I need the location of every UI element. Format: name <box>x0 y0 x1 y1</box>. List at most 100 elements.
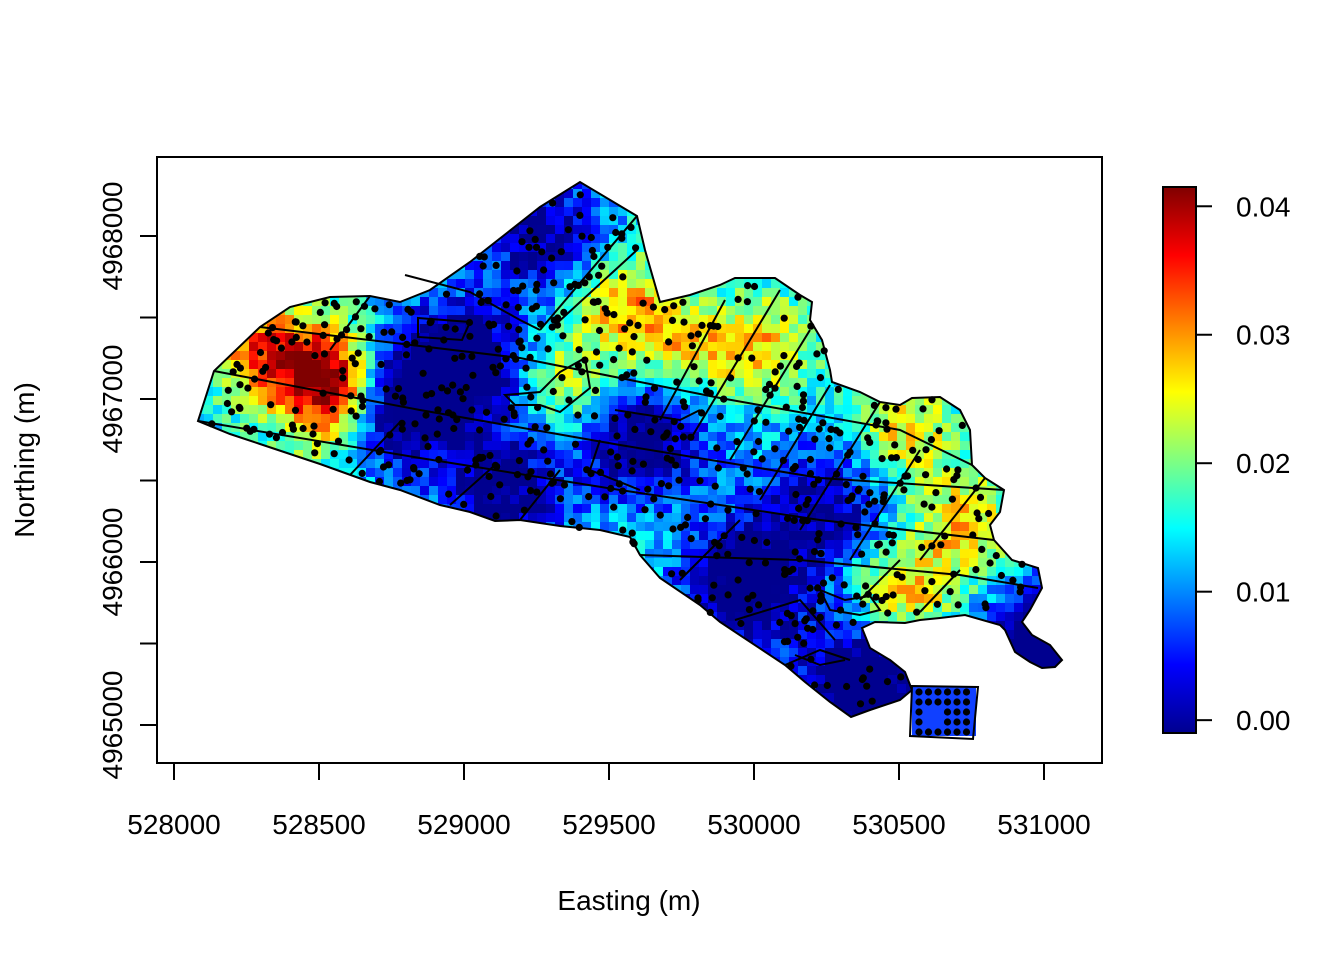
heat-cell <box>690 198 699 207</box>
heat-cell <box>744 477 753 486</box>
heat-cell <box>204 360 213 369</box>
heat-cell <box>933 207 942 216</box>
heat-cell <box>393 225 402 234</box>
heat-cell <box>483 414 492 423</box>
heat-cell <box>537 378 546 387</box>
heat-cell <box>456 540 465 549</box>
heat-cell <box>366 405 375 414</box>
heat-cell <box>789 486 798 495</box>
heat-cell <box>555 378 564 387</box>
heat-cell <box>636 423 645 432</box>
heat-cell <box>267 243 276 252</box>
heat-cell <box>753 522 762 531</box>
heat-cell <box>393 324 402 333</box>
heat-cell <box>1032 369 1041 378</box>
heat-cell <box>915 342 924 351</box>
heat-cell <box>393 522 402 531</box>
heat-cell <box>654 504 663 513</box>
heat-cell <box>762 585 771 594</box>
heat-cell <box>933 405 942 414</box>
heat-cell <box>411 423 420 432</box>
heat-cell <box>321 567 330 576</box>
heat-cell <box>366 369 375 378</box>
heat-cell <box>294 603 303 612</box>
heat-cell <box>465 378 474 387</box>
heat-cell <box>222 621 231 630</box>
heat-cell <box>213 342 222 351</box>
heat-cell <box>474 594 483 603</box>
heat-cell <box>213 531 222 540</box>
heat-cell <box>483 216 492 225</box>
heat-cell <box>537 315 546 324</box>
heat-cell <box>708 189 717 198</box>
heat-cell <box>816 378 825 387</box>
heat-cell <box>510 333 519 342</box>
heat-cell <box>645 513 654 522</box>
heat-cell <box>960 207 969 216</box>
heat-cell <box>1014 630 1023 639</box>
heat-cell <box>366 504 375 513</box>
heat-cell <box>537 351 546 360</box>
heat-cell <box>654 486 663 495</box>
heat-cell <box>681 342 690 351</box>
heat-cell <box>213 432 222 441</box>
heat-cell <box>366 558 375 567</box>
heat-cell <box>843 324 852 333</box>
heat-cell <box>420 198 429 207</box>
heat-cell <box>600 423 609 432</box>
heat-cell <box>258 504 267 513</box>
heat-cell <box>636 351 645 360</box>
heat-cell <box>393 540 402 549</box>
heat-cell <box>1005 423 1014 432</box>
heat-cell <box>303 612 312 621</box>
heat-cell <box>1059 576 1062 585</box>
heat-cell <box>582 216 591 225</box>
heat-cell <box>546 261 555 270</box>
heat-cell <box>528 342 537 351</box>
heat-cell <box>978 207 987 216</box>
heat-cell <box>996 324 1005 333</box>
heat-cell <box>303 378 312 387</box>
heat-cell <box>294 351 303 360</box>
heat-cell <box>366 216 375 225</box>
heat-cell <box>1005 603 1014 612</box>
heat-cell <box>546 216 555 225</box>
heat-cell <box>1005 630 1014 639</box>
heat-cell <box>438 621 447 630</box>
heat-cell <box>1050 531 1059 540</box>
heat-cell <box>573 477 582 486</box>
heat-cell <box>672 252 681 261</box>
heat-cell <box>915 182 924 189</box>
heat-cell <box>789 495 798 504</box>
heat-cell <box>294 189 303 198</box>
heat-cell <box>438 441 447 450</box>
heat-cell <box>1023 522 1032 531</box>
heat-cell <box>870 360 879 369</box>
heat-cell <box>510 432 519 441</box>
heat-cell <box>1032 423 1041 432</box>
heat-cell <box>312 182 321 189</box>
heat-cell <box>645 585 654 594</box>
heat-cell <box>348 261 357 270</box>
heat-cell <box>870 387 879 396</box>
heat-cell <box>555 540 564 549</box>
heat-cell <box>321 306 330 315</box>
heat-cell <box>375 182 384 189</box>
heat-cell <box>870 486 879 495</box>
heat-cell <box>393 189 402 198</box>
heat-cell <box>600 234 609 243</box>
heat-cell <box>1005 558 1014 567</box>
heat-cell <box>600 252 609 261</box>
heat-cell <box>699 333 708 342</box>
heat-cell <box>654 414 663 423</box>
heat-cell <box>420 612 429 621</box>
heat-cell <box>573 387 582 396</box>
heat-cell <box>438 468 447 477</box>
heat-cell <box>393 306 402 315</box>
heat-cell <box>699 396 708 405</box>
heat-cell <box>627 612 636 621</box>
heatmap-raster <box>198 182 1062 717</box>
heat-cell <box>897 594 906 603</box>
heat-cell <box>951 450 960 459</box>
heat-cell <box>1059 378 1062 387</box>
